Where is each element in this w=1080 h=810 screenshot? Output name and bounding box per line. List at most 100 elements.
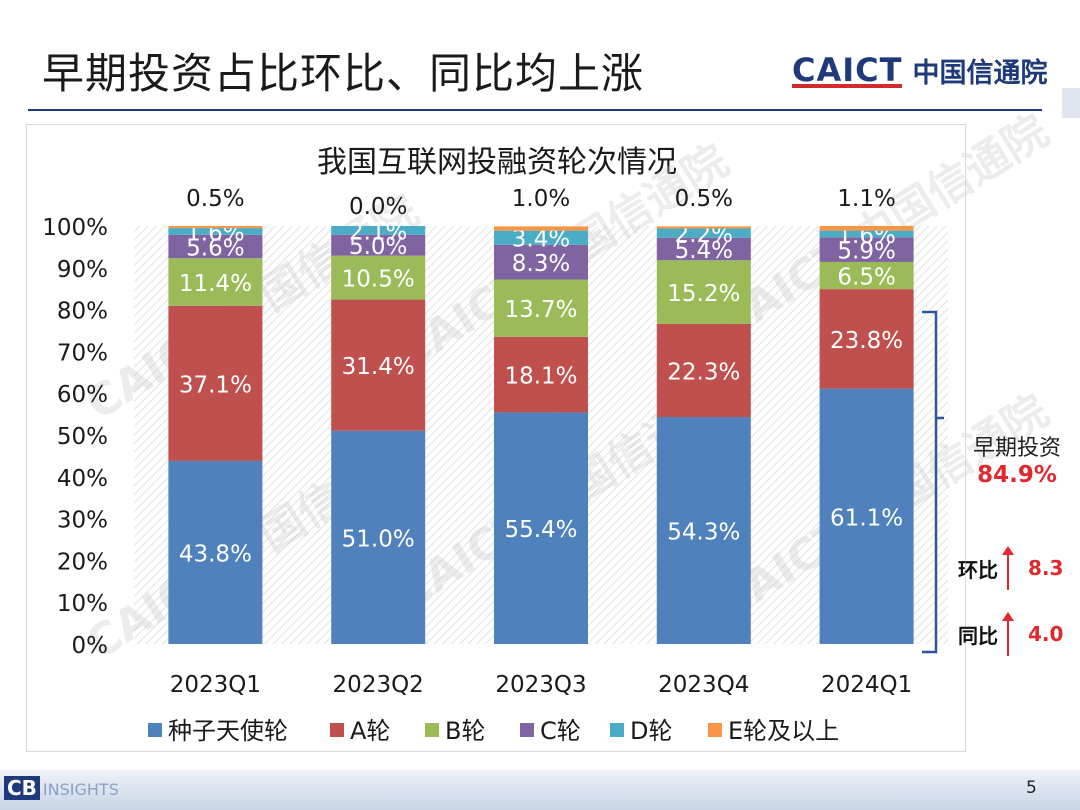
data-label: 11.4%: [179, 271, 252, 297]
footer-bar: [0, 770, 1080, 810]
yoy-value: 4.0: [1028, 622, 1064, 646]
bar-segment: [819, 289, 914, 389]
y-axis: 0% 10% 20% 30% 40% 50% 60% 70% 80% 90% 100%: [42, 215, 108, 659]
data-label: 61.1%: [830, 505, 903, 531]
bar-segment: [656, 260, 751, 324]
data-label: 5.0%: [349, 234, 407, 260]
logo-text-en: CAICT: [792, 51, 903, 89]
data-label: 2.1%: [349, 219, 407, 245]
footer-brand-right: INSIGHTS: [42, 780, 119, 799]
bar-segment: [494, 412, 588, 644]
bar-segment: [331, 226, 426, 235]
data-label: 0.0%: [349, 194, 407, 220]
bar-segment: [331, 234, 426, 256]
y-tick-label: 10%: [57, 591, 108, 617]
legend-label: A轮: [350, 717, 390, 745]
y-tick-label: 100%: [42, 215, 108, 241]
y-tick-label: 30%: [57, 508, 108, 534]
x-axis: 2023Q1 2023Q2 2023Q3 2023Q4 2024Q1: [170, 672, 912, 698]
qoq-label: 环比: [958, 557, 998, 582]
bar-segment: [494, 244, 588, 280]
data-label: 22.3%: [667, 359, 740, 385]
data-label: 55.4%: [504, 517, 577, 543]
data-label: 37.1%: [179, 372, 252, 398]
cb-insights-logo: CB INSIGHTS: [4, 776, 119, 800]
bar-segment: [168, 226, 263, 229]
data-label: 1.0%: [512, 186, 570, 212]
legend-swatch: [425, 723, 439, 737]
corner-decoration: [1062, 88, 1080, 118]
data-label: 0.5%: [186, 186, 244, 212]
data-label: 5.6%: [186, 235, 244, 261]
bar-segment: [168, 258, 263, 306]
data-label: 8.3%: [512, 251, 570, 277]
legend-swatch: [708, 723, 722, 737]
y-tick-label: 80%: [57, 299, 108, 325]
bar-segment: [494, 226, 588, 231]
data-label: 54.3%: [667, 520, 740, 546]
early-investment-value: 84.9%: [977, 462, 1057, 488]
page-number: 5: [1026, 778, 1037, 798]
legend-label: C轮: [540, 717, 581, 745]
yoy-change: 同比 4.0: [946, 612, 1063, 656]
data-label: 23.8%: [830, 328, 903, 354]
data-label: 5.4%: [675, 238, 733, 264]
data-label: 43.8%: [179, 541, 252, 567]
bar-segment: [168, 305, 263, 461]
legend-label: E轮及以上: [728, 717, 839, 745]
data-label: 31.4%: [342, 354, 415, 380]
bar-segment: [656, 323, 751, 418]
early-stage-bracket: [922, 310, 944, 654]
up-arrow-icon: [1002, 546, 1014, 590]
x-tick-label: 2023Q1: [170, 672, 261, 698]
bar-segment: [656, 226, 751, 229]
legend-label: D轮: [630, 717, 672, 745]
bar-segment: [656, 228, 751, 238]
legend: 种子天使轮 A轮 B轮 C轮 D轮 E轮及以上: [148, 717, 839, 745]
data-label: 0.5%: [675, 186, 733, 212]
logo-text-cn: 中国信通院: [912, 57, 1048, 89]
footer-brand-left: CB: [4, 776, 40, 800]
data-label: 51.0%: [342, 526, 415, 552]
bar-segment: [656, 417, 751, 644]
bar-segment: [819, 226, 914, 231]
y-tick-label: 0%: [72, 633, 109, 659]
y-tick-label: 90%: [57, 257, 108, 283]
bar-segment: [819, 230, 914, 238]
x-tick-label: 2023Q4: [658, 672, 749, 698]
data-label: 13.7%: [504, 297, 577, 323]
legend-swatch: [330, 723, 344, 737]
chart-title: 我国互联网投融资轮次情况: [317, 145, 677, 180]
bar-segment: [168, 228, 263, 235]
bar-segment: [494, 279, 588, 337]
data-label: 5.9%: [837, 239, 895, 265]
x-tick-label: 2024Q1: [821, 672, 912, 698]
y-tick-label: 50%: [57, 424, 108, 450]
y-tick-label: 70%: [57, 340, 108, 366]
bar-segment: [168, 234, 263, 259]
legend-swatch: [610, 723, 624, 737]
up-arrow-icon: [1002, 612, 1014, 656]
bar-segment: [331, 299, 426, 431]
bar-segment: [494, 230, 588, 245]
yoy-label: 同比: [958, 623, 998, 648]
bars: 43.8% 37.1% 11.4% 5.6%1.6% 0.5% 51.0% 31.4% 10.…: [168, 186, 914, 644]
bar-segment: [819, 261, 914, 290]
data-label: 1.6%: [186, 220, 244, 246]
y-tick-label: 20%: [57, 549, 108, 575]
data-label: 6.5%: [837, 265, 895, 291]
bracket-path: [922, 310, 944, 654]
data-label: 15.2%: [667, 281, 740, 307]
bar-segment: [656, 237, 751, 261]
x-tick-label: 2023Q3: [495, 672, 586, 698]
data-label: 10.5%: [342, 267, 415, 293]
y-tick-label: 60%: [57, 382, 108, 408]
qoq-value: 8.3: [1028, 556, 1064, 580]
data-label: 3.4%: [512, 227, 570, 253]
bar-segment: [168, 460, 263, 644]
y-tick-label: 40%: [57, 466, 108, 492]
early-investment-label: 早期投资: [972, 436, 1061, 461]
bar-segment: [819, 237, 914, 262]
bar-segment: [331, 255, 426, 300]
caict-logo: CAICT 中国信通院: [792, 50, 1047, 90]
